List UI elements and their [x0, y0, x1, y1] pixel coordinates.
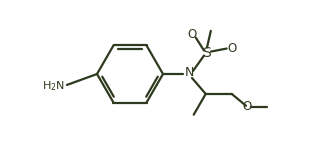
- Text: O: O: [187, 28, 197, 41]
- Text: N: N: [184, 66, 194, 80]
- Text: S: S: [203, 46, 211, 60]
- Text: O: O: [243, 100, 252, 113]
- Text: O: O: [227, 42, 236, 55]
- Text: H$_2$N: H$_2$N: [42, 79, 65, 93]
